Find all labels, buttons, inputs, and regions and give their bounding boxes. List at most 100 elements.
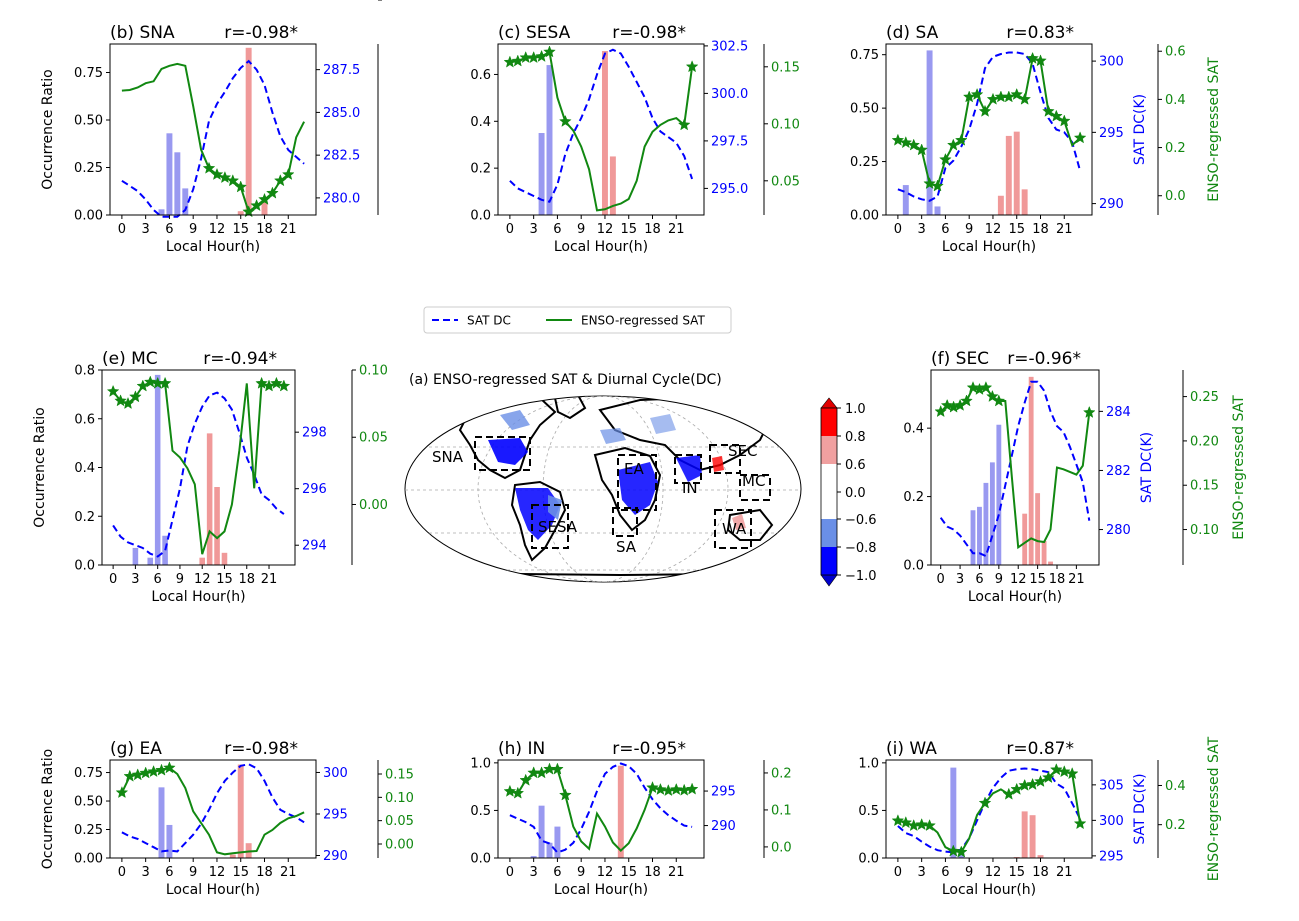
y3label-d: ENSO-regressed SAT [1206, 57, 1222, 202]
colorbar-seg-1 [821, 408, 837, 436]
enso-marker-h-1 [511, 786, 525, 799]
enso-marker-c-5 [543, 45, 556, 58]
y3tick-label-d-2: 0.4 [1165, 93, 1186, 108]
map-label-sec: SEC [728, 442, 757, 460]
bar-low-f-2 [983, 482, 989, 565]
panel-corr-f: r=-0.96* [1007, 349, 1081, 369]
bar-high-i-1 [1021, 811, 1028, 858]
ytick-label-c-0: 0.0 [470, 209, 491, 224]
enso-marker-d-16 [1018, 92, 1032, 105]
colorbar-seg-2 [821, 436, 837, 464]
enso-marker-e-4 [136, 379, 150, 392]
xlabel-f: Local Hour(h) [968, 589, 1062, 605]
y3tick-label-c-1: 0.10 [771, 117, 800, 132]
y3tick-label-c-0: 0.05 [771, 174, 800, 189]
bar-low-f-0 [970, 510, 976, 565]
xtick-label-h-0: 0 [506, 865, 514, 880]
xtick-label-h-4: 12 [597, 865, 614, 880]
y2tick-label-c-0: 295.0 [711, 182, 748, 197]
xtick-label-g-6: 18 [256, 865, 273, 880]
ytick-label-e-1: 0.2 [74, 510, 95, 525]
xtick-label-c-4: 12 [597, 222, 614, 237]
enso-marker-h-7 [558, 788, 572, 801]
ytick-label-e-3: 0.6 [74, 412, 95, 427]
bar-low-h-2 [546, 842, 553, 858]
bar-low-i-1 [958, 852, 965, 858]
enso-marker-c-3 [527, 51, 541, 64]
y2tick-label-d-2: 300 [1099, 55, 1124, 70]
y2tick-label-g-2: 300 [323, 766, 348, 781]
xtick-label-h-5: 15 [620, 865, 637, 880]
ytick-label-b-1: 0.25 [74, 161, 103, 176]
xtick-label-c-3: 9 [577, 222, 585, 237]
enso-marker-f-4 [960, 394, 973, 407]
plot-frame-b [109, 43, 317, 216]
xtick-label-d-2: 6 [941, 222, 949, 237]
xlabel-b: Local Hour(h) [166, 239, 260, 255]
y3label-f: ENSO-regressed SAT [1231, 395, 1247, 540]
enso-marker-i-22 [1065, 767, 1079, 780]
enso-marker-e-1 [114, 394, 127, 407]
samerica-light-patch [548, 495, 562, 520]
xtick-label-c-5: 15 [620, 222, 637, 237]
y3tick-label-d-3: 0.6 [1165, 45, 1186, 60]
xtick-label-f-6: 18 [1049, 572, 1066, 587]
xtick-label-e-6: 18 [238, 572, 255, 587]
xtick-label-e-7: 21 [261, 572, 278, 587]
sna-light-patch [500, 410, 530, 430]
bar-low-b-2 [174, 152, 181, 215]
bar-high-f-1 [1028, 376, 1034, 565]
y2tick-label-f-0: 280 [1106, 523, 1131, 538]
box-sesa [531, 504, 569, 549]
y3tick-label-f-1: 0.15 [1190, 479, 1219, 494]
xtick-label-e-3: 9 [176, 572, 184, 587]
enso-marker-b-12 [210, 167, 224, 180]
enso-marker-h-18 [646, 781, 659, 794]
enso-marker-b-21 [281, 167, 295, 180]
bar-high-f-0 [1022, 513, 1028, 565]
xlabel-e: Local Hour(h) [151, 589, 245, 605]
bar-low-h-1 [538, 805, 545, 858]
y3tick-label-f-3: 0.25 [1190, 390, 1219, 405]
xtick-label-f-2: 6 [975, 572, 983, 587]
xtick-label-i-6: 18 [1032, 865, 1049, 880]
colorbar-seg-3 [821, 464, 837, 519]
bar-high-d-1 [1005, 135, 1012, 215]
panel-f: 0 3 6 9 12 15 18 21 Local Hour(h) 0.0 0.2 0.4 280 282… [903, 349, 1247, 605]
enso-line-d [897, 57, 1081, 188]
y2tick-label-g-0: 290 [323, 849, 348, 864]
bar-low-d-0 [902, 185, 909, 215]
bar-low-e-2 [154, 374, 161, 565]
xtick-label-f-1: 3 [956, 572, 964, 587]
y2tick-label-b-1: 282.5 [323, 149, 360, 164]
ytick-label-e-2: 0.4 [74, 461, 95, 476]
y3tick-label-e-0: 0.00 [359, 498, 388, 513]
colorbar-tick-label-3: 0.0 [845, 486, 866, 501]
y2tick-label-d-0: 290 [1099, 197, 1124, 212]
enso-marker-g-2 [131, 768, 145, 781]
enso-marker-b-13 [218, 171, 232, 184]
enso-marker-i-20 [1049, 763, 1063, 776]
panel-corr-g: r=-0.98* [224, 739, 298, 759]
ylabel-g: Occurrence Ratio [40, 749, 56, 869]
colorbar-bottom-arrow [820, 574, 838, 587]
xtick-label-e-2: 6 [154, 572, 162, 587]
y2tick-label-e-1: 296 [302, 482, 327, 497]
ytick-label-d-1: 0.25 [850, 155, 879, 170]
y3tick-label-h-1: 0.1 [771, 803, 792, 818]
xtick-label-h-2: 6 [553, 865, 561, 880]
bar-high-i-3 [1037, 855, 1044, 858]
bar-high-g-0 [229, 854, 236, 858]
xtick-label-i-7: 21 [1056, 865, 1073, 880]
ytick-label-d-0: 0.00 [850, 209, 879, 224]
colorbar-tick-label-5: −0.8 [845, 541, 877, 556]
plot-frame-g [109, 759, 317, 859]
xtick-label-b-4: 12 [209, 222, 226, 237]
wa-red-patch [732, 514, 746, 530]
bar-high-f-2 [1035, 493, 1041, 565]
enso-marker-b-14 [226, 174, 240, 187]
panel-i: 0 3 6 9 12 15 18 21 Local Hour(h) 0.0 0.5 1.0 295 300… [858, 736, 1222, 898]
xtick-label-e-5: 15 [216, 572, 233, 587]
enso-marker-h-6 [551, 762, 564, 775]
enso-marker-g-0 [115, 786, 129, 799]
